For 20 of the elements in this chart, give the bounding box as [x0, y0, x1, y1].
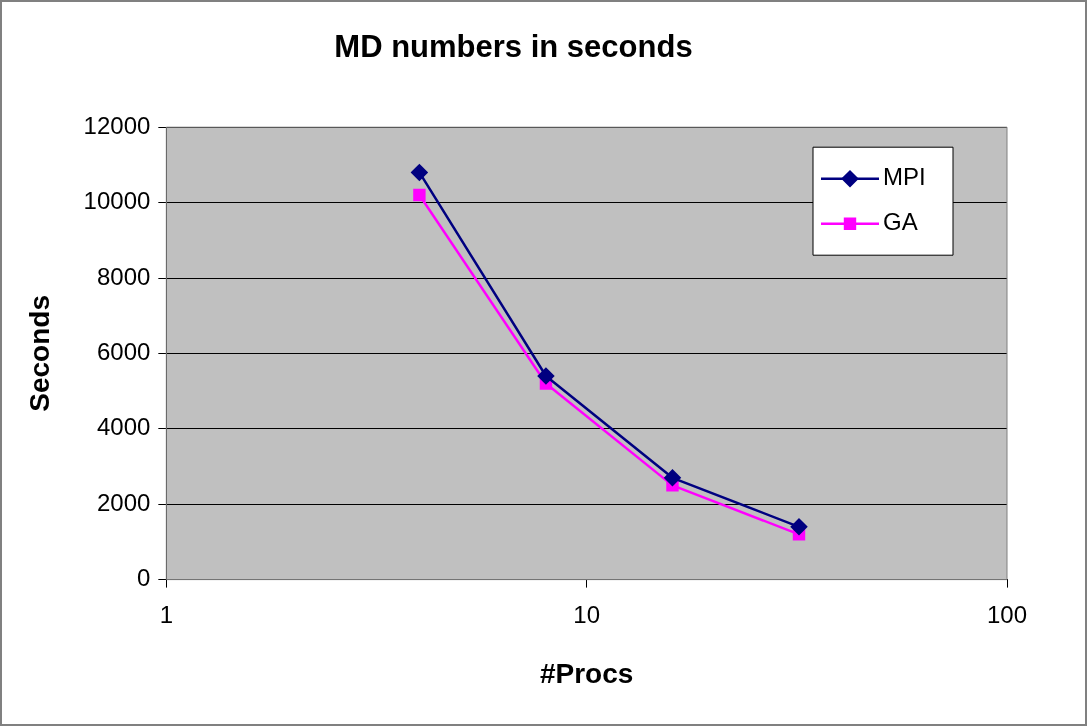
x-tick-label: 1	[159, 600, 174, 628]
point	[413, 188, 426, 202]
point	[411, 164, 428, 181]
y-tick-label: 8000	[96, 262, 151, 290]
y-tick-label: 4000	[96, 413, 151, 441]
y-tick-label: 2000	[96, 488, 151, 516]
y-axis-title: Seconds	[23, 295, 55, 412]
x-axis-title: #Procs	[539, 657, 634, 689]
point	[790, 518, 808, 536]
y-tick-label: 0	[136, 564, 151, 592]
point	[664, 469, 681, 487]
point	[537, 367, 555, 385]
chart-title: MD numbers in seconds	[334, 29, 693, 65]
y-tick-label: 6000	[96, 338, 151, 366]
y-tick-label: 12000	[83, 111, 151, 139]
legend-label: MPI	[883, 163, 926, 191]
y-tick-label: 10000	[83, 187, 151, 215]
x-tick-label: 10	[573, 600, 601, 628]
legend-label: GA	[883, 208, 918, 236]
x-tick-label: 100	[986, 600, 1028, 628]
